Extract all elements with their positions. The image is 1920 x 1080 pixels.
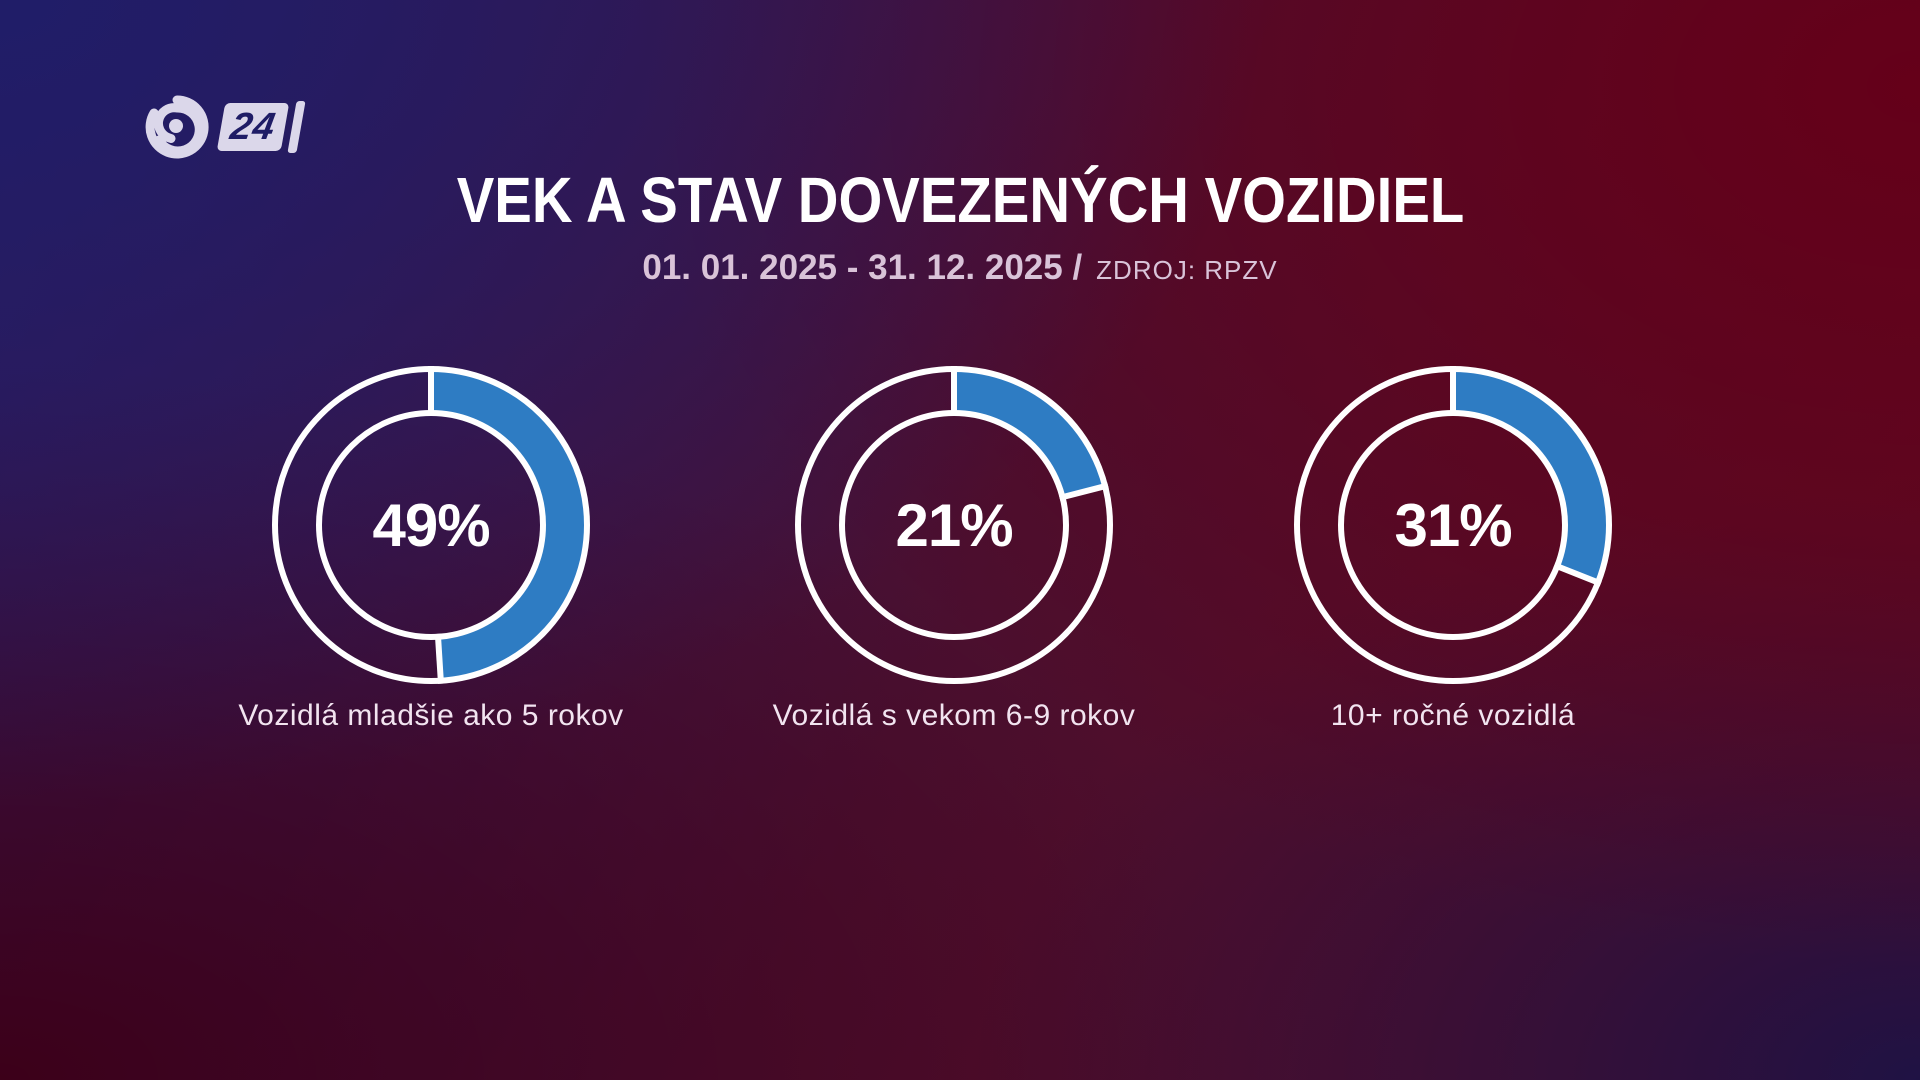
date-range: 01. 01. 2025 - 31. 12. 2025 / [642, 248, 1083, 287]
logo-24-label: 24 [227, 105, 280, 148]
source-credit: ZDROJ: RPZV [1096, 255, 1278, 285]
subtitle: 01. 01. 2025 - 31. 12. 2025 / ZDROJ: RPZ… [0, 248, 1920, 288]
donut-label: 10+ ročné vozidlá [1330, 699, 1576, 732]
donut-label: Vozidlá s vekom 6-9 rokov [772, 699, 1136, 732]
page-title: VEK A STAV DOVEZENÝCH VOZIDIEL [456, 164, 1464, 236]
donut-column-6-9-years: 21% Vozidlá s vekom 6-9 rokov [694, 365, 1214, 733]
swirl-center-dot [169, 119, 183, 133]
donut-column-10-plus-years: 31% 10+ ročné vozidlá [1193, 365, 1713, 733]
logo-slash [287, 101, 306, 153]
donut-chart: 21% [794, 365, 1114, 685]
logo-24-badge: 24 [216, 103, 290, 151]
donut-chart: 49% [271, 365, 591, 685]
channel-logo: 24 [145, 95, 306, 159]
donut-value: 21% [895, 491, 1013, 559]
donut-column-under-5-years: 49% Vozidlá mladšie ako 5 rokov [171, 365, 691, 733]
donut-label: Vozidlá mladšie ako 5 rokov [238, 699, 624, 732]
donut-value: 31% [1394, 491, 1512, 559]
donut-value: 49% [372, 491, 490, 559]
donut-chart: 31% [1293, 365, 1613, 685]
swirl-icon [145, 95, 209, 159]
